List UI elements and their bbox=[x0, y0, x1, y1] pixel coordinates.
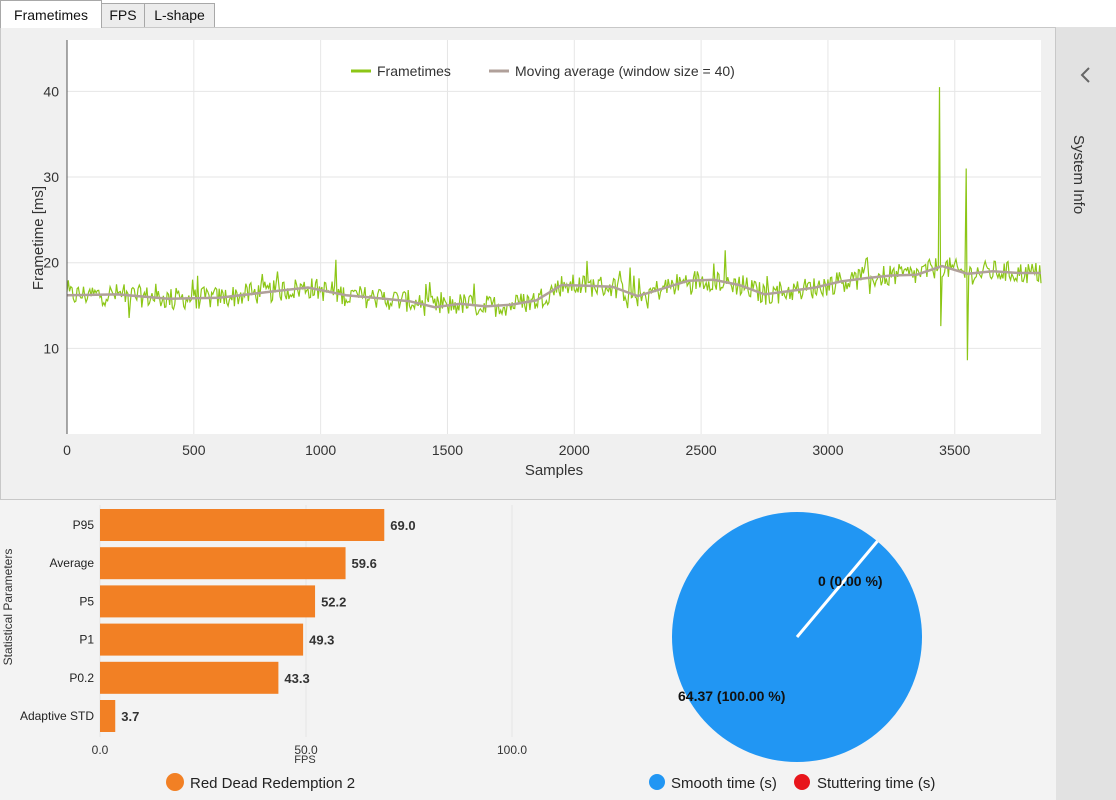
frametime-chart: 0 500 1000 1500 2000 2500 3000 3500 10 20 30 40 Sa… bbox=[30, 40, 1042, 479]
y-tick-label: 20 bbox=[43, 255, 59, 271]
x-tick-label: 3000 bbox=[812, 442, 843, 458]
bar-category-label: P0.2 bbox=[69, 671, 94, 685]
x-tick-label: 0 bbox=[63, 442, 71, 458]
bar-x-tick-label: 0.0 bbox=[92, 743, 109, 757]
x-axis-label: Samples bbox=[525, 462, 583, 479]
tab-bar: Frametimes FPS L-shape bbox=[0, 0, 1116, 28]
bar-category-label: Average bbox=[50, 556, 95, 570]
bar-y-axis-label: Statistical Parameters bbox=[1, 549, 15, 666]
pie-label-stuttering: 0 (0.00 %) bbox=[818, 573, 883, 589]
system-info-label[interactable]: System Info bbox=[1070, 135, 1087, 215]
statistics-panel: P95 69.0 Average 59.6 P5 52.2 P1 49.3 P0.2 43.3 Ad… bbox=[0, 500, 1056, 800]
pie-legend-smooth-swatch bbox=[649, 774, 665, 790]
system-info-sidebar[interactable]: System Info bbox=[1056, 27, 1116, 800]
bar-category-label: P5 bbox=[79, 594, 94, 608]
frametimes-line bbox=[66, 87, 1042, 361]
bar bbox=[100, 700, 116, 732]
bar-value-label: 49.3 bbox=[309, 633, 334, 648]
bar bbox=[100, 661, 279, 694]
legend-moving-average-label: Moving average (window size = 40) bbox=[515, 63, 735, 79]
x-tick-label: 1000 bbox=[305, 442, 336, 458]
plot-area bbox=[67, 40, 1041, 434]
bar-x-axis-label: FPS bbox=[294, 754, 315, 766]
tab-fps[interactable]: FPS bbox=[101, 3, 145, 27]
bar bbox=[100, 623, 304, 656]
bar bbox=[100, 547, 346, 580]
bar-category-label: P1 bbox=[79, 633, 94, 647]
bar-x-tick-label: 100.0 bbox=[497, 743, 527, 757]
y-tick-label: 10 bbox=[43, 340, 59, 356]
bar-category-label: P95 bbox=[73, 518, 95, 532]
bar-value-label: 69.0 bbox=[390, 518, 415, 533]
bar-value-label: 3.7 bbox=[121, 709, 139, 724]
y-tick-label: 40 bbox=[43, 83, 59, 99]
pie-label-smooth: 64.37 (100.00 %) bbox=[678, 688, 785, 704]
y-tick-label: 30 bbox=[43, 169, 59, 185]
legend-frametimes-label: Frametimes bbox=[377, 63, 451, 79]
pie-slice-separator bbox=[795, 540, 879, 638]
chevron-left-icon[interactable] bbox=[1072, 61, 1100, 89]
bar-category-label: Adaptive STD bbox=[20, 709, 94, 723]
y-axis-label: Frametime [ms] bbox=[30, 186, 47, 290]
bar-legend-label[interactable]: Red Dead Redemption 2 bbox=[190, 775, 355, 792]
frametime-chart-panel: 0 500 1000 1500 2000 2500 3000 3500 10 20 30 40 Sa… bbox=[0, 27, 1056, 500]
tab-frametimes[interactable]: Frametimes bbox=[0, 0, 102, 28]
bar-legend-swatch bbox=[166, 773, 184, 791]
bar bbox=[100, 509, 385, 541]
x-tick-label: 1500 bbox=[432, 442, 463, 458]
bar-value-label: 43.3 bbox=[284, 671, 309, 686]
pie-legend-stuttering-swatch bbox=[794, 774, 810, 790]
x-tick-label: 2500 bbox=[686, 442, 717, 458]
bar-x-tick-label: 50.0 bbox=[294, 743, 318, 757]
bar-value-label: 52.2 bbox=[321, 594, 346, 609]
pie-legend-stuttering-label[interactable]: Stuttering time (s) bbox=[817, 775, 935, 792]
moving-average-line bbox=[66, 264, 1041, 309]
x-tick-label: 2000 bbox=[559, 442, 590, 458]
x-tick-label: 500 bbox=[182, 442, 206, 458]
tab-l-shape[interactable]: L-shape bbox=[144, 3, 215, 27]
statistics-charts: P95 69.0 Average 59.6 P5 52.2 P1 49.3 P0.2 43.3 Ad… bbox=[1, 505, 935, 792]
bar-value-label: 59.6 bbox=[352, 556, 377, 571]
pie-legend-smooth-label[interactable]: Smooth time (s) bbox=[671, 775, 777, 792]
bar bbox=[100, 585, 316, 618]
x-tick-label: 3500 bbox=[939, 442, 970, 458]
